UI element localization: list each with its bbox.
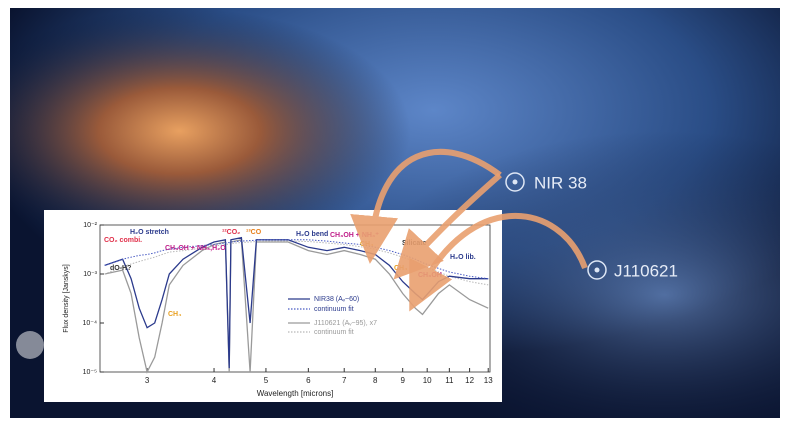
star <box>16 331 44 359</box>
arrow <box>393 172 502 280</box>
target-label: J110621 <box>614 261 678 280</box>
x-tick-label: 7 <box>342 376 347 385</box>
legend-label: continuum fit <box>314 329 354 336</box>
feature-label: CO₂ combi. <box>104 237 142 244</box>
feature-label: CH₄ <box>360 241 373 248</box>
x-tick-label: 12 <box>465 376 474 385</box>
x-tick-label: 3 <box>145 376 150 385</box>
feature-label: ¹²CO₂ <box>222 229 240 236</box>
x-tick-label: 11 <box>445 376 454 385</box>
x-tick-label: 9 <box>400 376 405 385</box>
y-tick-label: 10⁻² <box>83 222 97 229</box>
feature-label: CH₃OH + NH₃,H₂O <box>165 245 226 252</box>
target-label: NIR 38 <box>534 173 587 192</box>
arrow <box>409 212 588 312</box>
y-tick-label: 10⁻⁵ <box>83 369 97 376</box>
target-reticle <box>505 172 525 192</box>
x-tick-label: 6 <box>306 376 311 385</box>
legend-label: J110621 (Aᵥ~95), x7 <box>314 320 377 327</box>
feature-label: H₂O bend <box>296 231 328 238</box>
plot-frame <box>99 224 491 373</box>
x-tick-label: 13 <box>484 376 493 385</box>
feature-label: CH₄ <box>394 265 407 272</box>
feature-label: ¹³CO <box>246 229 262 236</box>
target-reticle <box>594 267 600 273</box>
legend-label: NIR38 (Aᵥ~60) <box>314 296 359 303</box>
feature-label: H₂O stretch <box>130 229 169 236</box>
x-tick-label: 10 <box>423 376 432 385</box>
feature-label: H₂O lib. <box>450 254 476 261</box>
y-tick-label: 10⁻⁴ <box>83 320 98 327</box>
x-tick-label: 4 <box>212 376 217 385</box>
arrow <box>350 149 502 264</box>
x-tick-label: 5 <box>264 376 269 385</box>
y-tick-label: 10⁻³ <box>83 271 97 278</box>
x-tick-label: 8 <box>373 376 378 385</box>
y-axis-label: Flux density [Janskys] <box>63 264 70 333</box>
feature-label: dO-H? <box>110 265 131 272</box>
target-reticle <box>512 179 518 185</box>
legend-label: continuum fit <box>314 306 354 313</box>
x-axis-label: Wavelength [microns] <box>257 389 334 398</box>
target-reticle <box>587 260 607 280</box>
feature-label: CH₄ <box>168 311 181 318</box>
